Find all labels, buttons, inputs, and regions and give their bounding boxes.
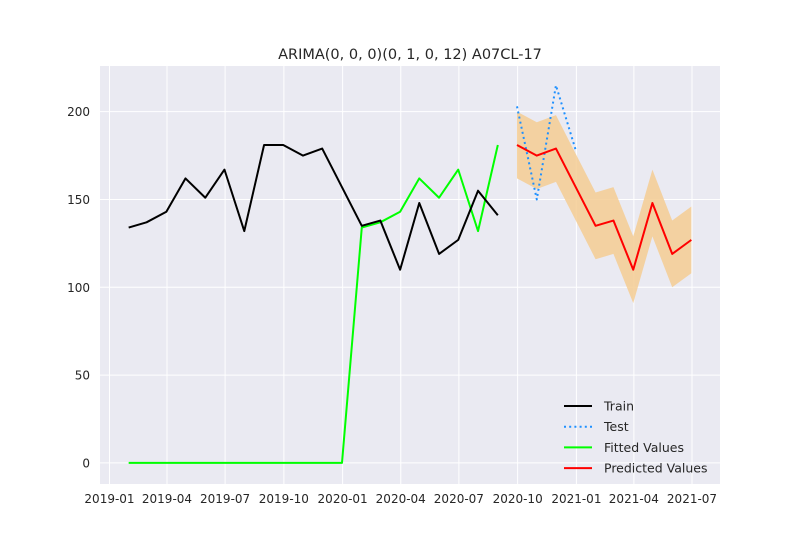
x-tick-label: 2019-07 — [200, 492, 250, 506]
x-tick-label: 2020-07 — [434, 492, 484, 506]
y-tick-label: 100 — [67, 281, 90, 295]
x-tick-label: 2020-04 — [376, 492, 426, 506]
x-tick-label: 2020-01 — [318, 492, 368, 506]
legend-label: Predicted Values — [604, 461, 708, 476]
y-tick-labels: 0 50 100 150 200 — [67, 105, 90, 470]
x-tick-label: 2019-10 — [259, 492, 309, 506]
x-tick-label: 2021-04 — [609, 492, 659, 506]
series-line-predicted-values — [516, 144, 692, 271]
y-tick-label: 50 — [75, 369, 90, 383]
legend: Train Test Fitted Values Predicted Values — [564, 399, 708, 476]
legend-label: Test — [603, 419, 629, 434]
series-line-train — [128, 144, 499, 271]
chart-title: ARIMA(0, 0, 0)(0, 1, 0, 12) A07CL-17 — [278, 47, 542, 63]
x-tick-label: 2019-04 — [142, 492, 192, 506]
plot-area — [100, 66, 720, 484]
y-tick-label: 200 — [67, 105, 90, 119]
legend-label: Train — [603, 399, 634, 414]
x-tick-label: 2019-01 — [84, 492, 134, 506]
series-line-test — [516, 84, 577, 201]
x-tick-label: 2021-01 — [551, 492, 601, 506]
x-tick-labels: 2019-01 2019-04 2019-07 2019-10 2020-01 2020-… — [84, 492, 717, 506]
series-lines-layer — [128, 84, 692, 464]
y-tick-label: 0 — [82, 456, 90, 470]
x-tick-label: 2020-10 — [493, 492, 543, 506]
legend-label: Fitted Values — [604, 440, 684, 455]
x-tick-label: 2021-07 — [667, 492, 717, 506]
y-tick-label: 150 — [67, 193, 90, 207]
series-line-fitted-values — [128, 144, 499, 464]
